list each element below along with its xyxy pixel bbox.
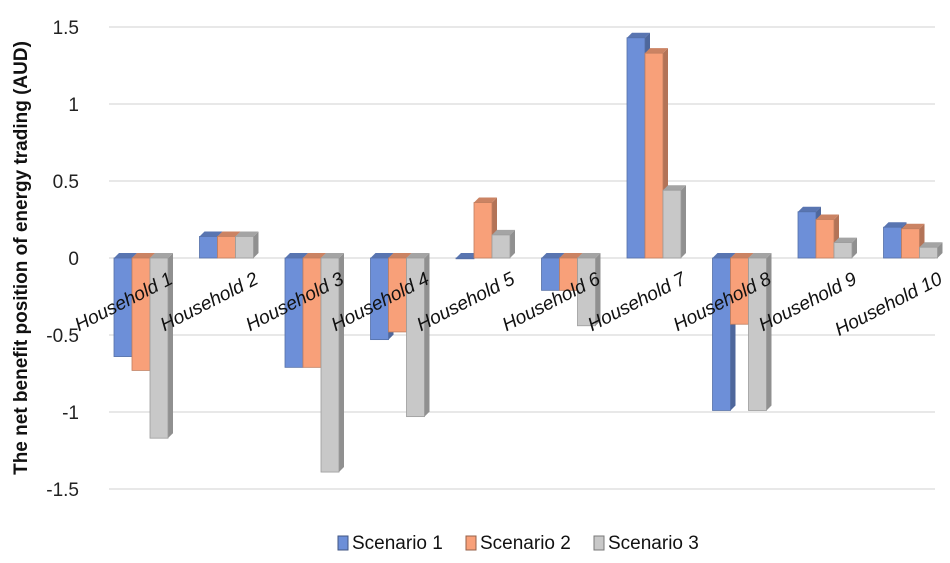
bar [302,257,322,368]
bar-top [627,32,650,38]
bar [919,246,938,259]
bar-side [168,253,173,439]
bar-side [852,237,857,258]
bar [131,257,151,371]
bar [491,234,511,259]
bar [577,257,596,327]
y-tick-label: 0 [68,249,79,270]
bar [712,257,731,411]
bar-top [712,253,736,258]
bar-top [834,237,857,243]
bar-group [113,253,173,439]
bar-top [114,253,137,258]
bar [626,37,646,259]
legend-label: Scenario 2 [480,533,571,554]
bar-group [883,222,943,259]
bar-side [937,242,943,258]
bar-side [595,253,601,326]
bar-top [370,253,394,258]
bar-group [455,197,515,260]
bar-side [510,229,515,258]
bars [113,32,943,473]
bar-side [681,185,686,258]
bar-top [541,253,565,258]
legend-item: Scenario 1 [337,533,443,554]
bar-top [150,253,173,258]
bar [320,257,340,473]
legend-swatch [593,535,605,551]
bar-top [901,223,925,229]
bar-side [253,231,259,258]
bar-side [766,253,772,411]
bar-group [626,32,686,259]
legend-item: Scenario 2 [465,533,571,554]
bar-top [919,242,943,248]
bar [235,236,254,259]
bar-top [388,253,412,258]
bar [644,52,664,259]
bar-side [424,253,430,417]
y-tick-label: -1.5 [46,480,79,501]
y-tick-label: 1 [68,95,79,116]
bar [149,257,169,439]
bar [815,219,835,259]
bar-top [798,206,821,212]
bar-top [663,185,686,191]
bar [662,189,682,259]
bar-top [456,253,479,258]
bar-top [235,231,259,237]
y-tick-label: -1 [62,403,79,424]
legend-label: Scenario 3 [608,533,699,554]
bar-top [474,197,497,203]
bar [833,242,853,259]
y-axis-title: The net benefit position of energy tradi… [11,41,32,475]
bar-top [748,253,772,258]
bar-top [577,253,601,258]
legend-swatch [465,535,477,551]
bar [541,257,560,291]
bar-top [559,253,583,258]
bar-top [285,253,308,258]
bar-top [645,48,668,54]
bar [406,257,425,418]
bar-group [284,253,344,473]
legend-swatch [337,535,349,551]
bar [883,226,902,259]
bar-top [132,253,155,258]
y-tick-label: 1.5 [53,18,79,39]
bar [455,257,475,260]
bar-group [712,253,772,411]
bar-top [816,214,839,220]
bar [797,211,817,259]
bar [217,236,236,259]
bar-top [883,222,907,228]
y-tick-label: -0.5 [46,326,79,347]
bar-group [370,253,430,418]
y-axis-ticks: -1.5 -1 -0.5 0 0.5 1 1.5 [46,18,79,501]
legend-item: Scenario 3 [593,533,699,554]
legend-label: Scenario 1 [352,533,443,554]
bar-top [321,253,344,258]
bar-top [217,231,241,237]
bar [748,257,767,411]
bar-top [303,253,326,258]
y-tick-label: 0.5 [53,172,79,193]
bar-top [492,229,515,235]
bar-top [406,253,430,258]
bar [901,228,920,259]
bar-group [541,253,601,327]
bar [199,236,218,259]
bar [473,202,493,259]
bar-side [339,253,344,473]
bar-group [797,206,857,259]
bar-top [730,253,754,258]
bar-top [199,231,223,237]
bar-group [199,231,259,259]
legend: Scenario 1 Scenario 2 Scenario 3 [337,533,699,554]
